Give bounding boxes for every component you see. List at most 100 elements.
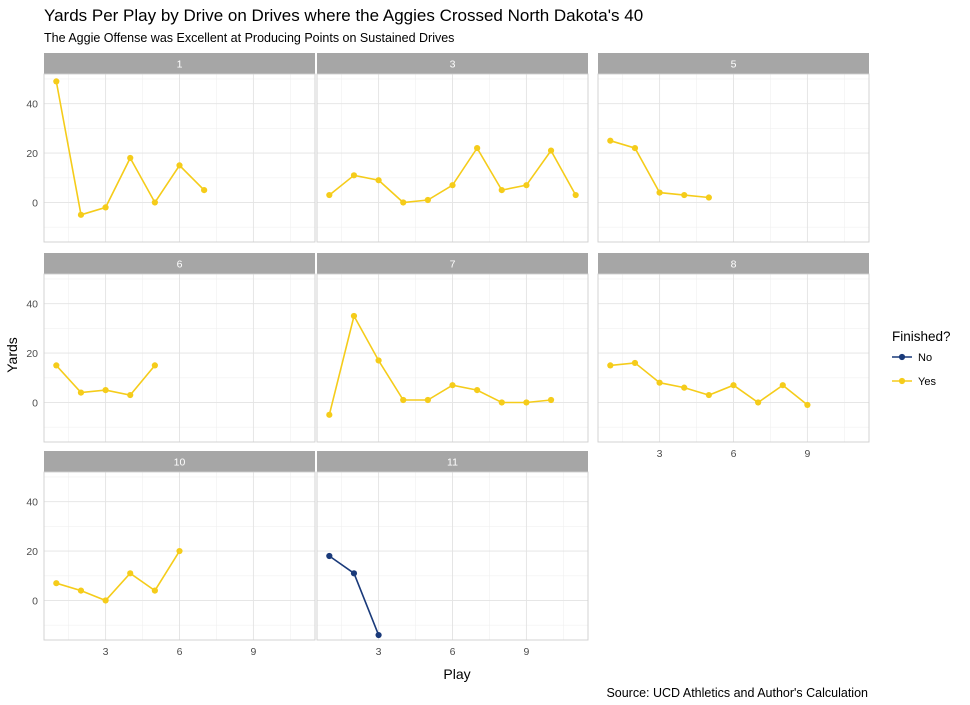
facet-panel-8: 8 3 6 9 bbox=[597, 253, 870, 460]
facet-strip-label: 10 bbox=[174, 457, 186, 469]
series-line bbox=[56, 550, 181, 602]
y-tick-label: 40 bbox=[26, 497, 38, 509]
data-point bbox=[326, 191, 333, 199]
data-point bbox=[631, 145, 639, 152]
panel-border bbox=[43, 73, 316, 243]
data-point bbox=[375, 177, 382, 184]
y-tick-label: 20 bbox=[26, 148, 38, 160]
data-point bbox=[127, 391, 134, 399]
data-point bbox=[547, 396, 555, 404]
data-point bbox=[400, 396, 407, 404]
y-axis-title: Yards bbox=[4, 337, 20, 373]
data-point bbox=[151, 362, 158, 369]
facet-strip bbox=[44, 253, 315, 274]
x-tick-label: 9 bbox=[250, 646, 256, 658]
y-tick-label: 0 bbox=[32, 595, 38, 607]
data-point bbox=[176, 547, 183, 555]
panel-border bbox=[316, 73, 589, 243]
data-point bbox=[424, 396, 431, 404]
data-point bbox=[53, 78, 60, 85]
data-point bbox=[474, 145, 481, 152]
x-tick-label: 3 bbox=[376, 646, 382, 658]
legend-key-point bbox=[898, 377, 906, 385]
data-point bbox=[523, 182, 530, 189]
legend-label: Yes bbox=[918, 376, 936, 388]
data-point bbox=[755, 399, 762, 406]
data-point bbox=[326, 552, 333, 560]
data-point bbox=[201, 187, 208, 194]
data-point bbox=[53, 580, 60, 587]
series-line bbox=[328, 313, 552, 415]
facet-panel-5: 5 bbox=[597, 53, 870, 243]
data-point bbox=[779, 382, 786, 389]
data-point bbox=[127, 154, 134, 162]
data-point bbox=[350, 172, 358, 179]
data-point bbox=[151, 199, 158, 206]
facet-strip bbox=[44, 451, 315, 472]
facet-strip-label: 5 bbox=[731, 59, 737, 71]
x-tick-label: 3 bbox=[103, 646, 109, 658]
legend-key-point bbox=[898, 353, 906, 361]
panel-border bbox=[597, 73, 870, 243]
data-point bbox=[102, 597, 109, 604]
data-point bbox=[400, 199, 407, 206]
chart-title: Yards Per Play by Drive on Drives where … bbox=[44, 6, 643, 25]
legend-title: Finished? bbox=[892, 329, 951, 344]
x-tick-label: 3 bbox=[657, 448, 663, 460]
data-point bbox=[326, 411, 333, 418]
data-point bbox=[681, 384, 688, 391]
legend-label: No bbox=[918, 352, 932, 364]
y-tick-label: 20 bbox=[26, 546, 38, 558]
data-point bbox=[375, 357, 382, 364]
data-point bbox=[102, 204, 109, 211]
facet-strip-label: 7 bbox=[450, 259, 456, 271]
x-tick-label: 9 bbox=[523, 646, 529, 658]
data-point bbox=[449, 382, 456, 389]
data-point bbox=[631, 359, 639, 367]
facet-strip-label: 6 bbox=[177, 259, 183, 271]
data-point bbox=[523, 399, 530, 406]
facet-strip-label: 3 bbox=[450, 59, 456, 71]
facet-panel-3: 3 bbox=[316, 53, 589, 243]
data-point bbox=[804, 401, 811, 409]
data-point bbox=[77, 211, 85, 218]
facet-panel-1: 1 0 20 40 bbox=[26, 53, 316, 243]
data-point bbox=[498, 187, 505, 194]
data-point bbox=[350, 570, 358, 577]
facet-strip bbox=[44, 53, 315, 74]
facet-strip bbox=[598, 53, 869, 74]
data-point bbox=[127, 570, 134, 577]
data-point bbox=[350, 312, 358, 320]
x-axis-title: Play bbox=[443, 666, 470, 682]
facet-strip bbox=[317, 253, 588, 274]
y-tick-label: 40 bbox=[26, 99, 38, 111]
data-point bbox=[424, 196, 431, 204]
panel-border bbox=[597, 273, 870, 443]
x-tick-label: 6 bbox=[450, 646, 456, 658]
facet-panel-10: 10 0 20 40 3 6 9 bbox=[26, 451, 316, 658]
panel-border bbox=[316, 471, 589, 641]
facet-strip-label: 8 bbox=[731, 259, 737, 271]
y-tick-label: 40 bbox=[26, 299, 38, 311]
facet-panel-11: 11 3 6 9 bbox=[316, 451, 589, 658]
data-point bbox=[547, 147, 555, 154]
data-point bbox=[77, 587, 85, 594]
y-tick-label: 0 bbox=[32, 397, 38, 409]
facet-strip-label: 1 bbox=[177, 59, 183, 71]
data-point bbox=[681, 191, 688, 199]
x-tick-label: 6 bbox=[177, 646, 183, 658]
data-point bbox=[572, 191, 579, 199]
data-point bbox=[656, 189, 663, 196]
data-point bbox=[151, 587, 158, 594]
data-point bbox=[498, 399, 505, 406]
facet-panel-7: 7 bbox=[316, 253, 589, 443]
facet-strip bbox=[317, 451, 588, 472]
data-point bbox=[449, 182, 456, 189]
data-point bbox=[607, 362, 614, 369]
facet-strip-label: 11 bbox=[447, 457, 458, 469]
data-point bbox=[656, 379, 663, 386]
facet-panel-6: 6 0 20 40 bbox=[26, 253, 316, 443]
data-point bbox=[705, 391, 712, 399]
